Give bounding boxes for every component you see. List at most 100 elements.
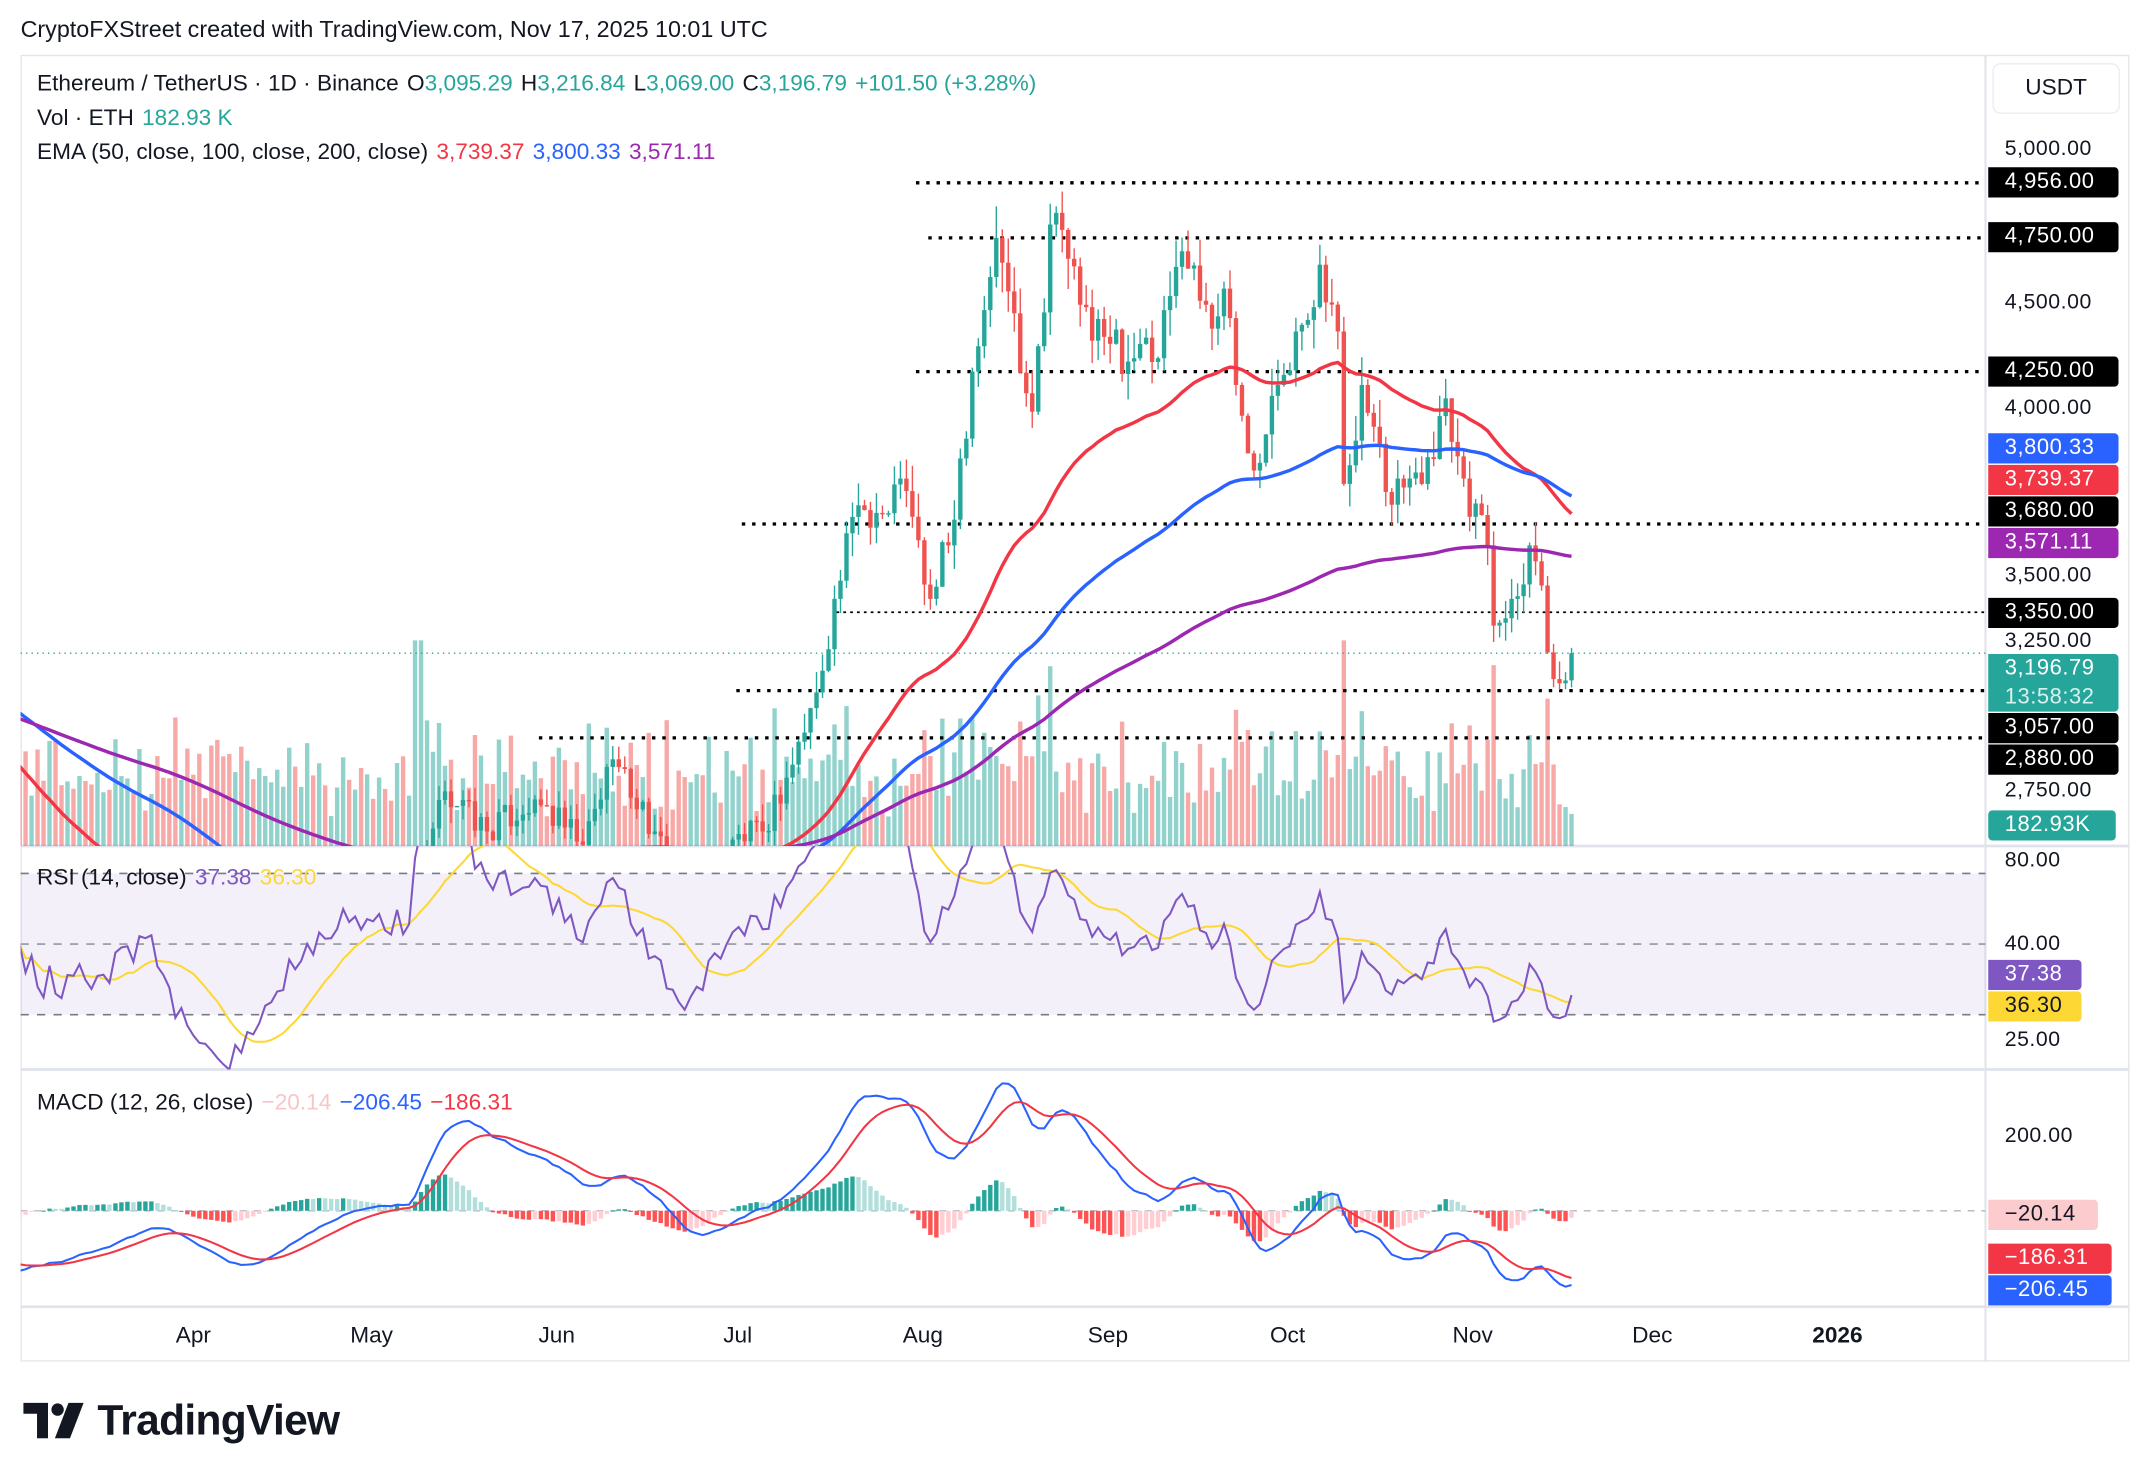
volume-bar bbox=[958, 718, 963, 847]
candle-body bbox=[850, 516, 855, 534]
candle bbox=[1383, 436, 1388, 507]
macd-signal-line bbox=[20, 1100, 1572, 1279]
candle bbox=[1227, 270, 1233, 328]
symbol-legend[interactable]: Ethereum / TetherUS · 1D · Binance O3,095… bbox=[37, 71, 1044, 97]
candle bbox=[1203, 282, 1209, 313]
macd-histogram-bar bbox=[1251, 1210, 1257, 1241]
rsi-legend[interactable]: RSI (14, close) 37.38 36.30 bbox=[37, 865, 325, 891]
volume-bar bbox=[281, 786, 286, 847]
macd-histogram-bar bbox=[748, 1203, 753, 1211]
candle-body bbox=[1251, 453, 1257, 471]
currency-button[interactable]: USDT bbox=[1992, 63, 2120, 114]
candle-body bbox=[1000, 237, 1005, 263]
symbol-name: Ethereum / TetherUS · 1D · Binance bbox=[37, 71, 399, 96]
candle bbox=[892, 466, 897, 525]
candle bbox=[1467, 461, 1472, 532]
volume-bar bbox=[293, 766, 298, 847]
candle-body bbox=[1095, 318, 1101, 341]
volume-bar bbox=[65, 781, 70, 847]
candle-body bbox=[436, 800, 442, 829]
candle bbox=[826, 635, 831, 673]
time-tick: Aug bbox=[902, 1323, 943, 1348]
volume-bar bbox=[131, 791, 136, 847]
macd-histogram-bar bbox=[778, 1200, 783, 1211]
macd-histogram-bar bbox=[167, 1206, 172, 1211]
macd-histogram-bar bbox=[622, 1209, 627, 1211]
volume-bar bbox=[95, 772, 100, 847]
macd-legend[interactable]: MACD (12, 26, close) −20.14 −206.45 −186.31 bbox=[37, 1090, 521, 1116]
candle bbox=[886, 510, 891, 518]
rsi-tick: 25.00 bbox=[2004, 1028, 2061, 1052]
macd-histogram-bar bbox=[1293, 1205, 1299, 1211]
volume-legend[interactable]: Vol · ETH 182.93 K bbox=[37, 106, 241, 132]
candle-body bbox=[736, 834, 741, 840]
candle-body bbox=[760, 821, 765, 832]
candle bbox=[772, 780, 777, 846]
rsi-pane bbox=[20, 846, 1986, 1070]
candle bbox=[1275, 359, 1281, 411]
candle bbox=[652, 814, 657, 835]
macd-histogram-bar bbox=[628, 1210, 633, 1212]
macd-histogram-bar bbox=[436, 1175, 442, 1211]
open-label: O bbox=[407, 71, 425, 96]
candle bbox=[1119, 328, 1125, 382]
volume-bar bbox=[1551, 764, 1556, 847]
ema100-line bbox=[20, 443, 1573, 847]
candle bbox=[1461, 448, 1466, 487]
candle-body bbox=[353, 1027, 357, 1031]
candle bbox=[508, 794, 514, 835]
volume-bar bbox=[1365, 766, 1370, 847]
ema-legend[interactable]: EMA (50, close, 100, close, 200, close) 3… bbox=[37, 140, 724, 166]
volume-bar bbox=[1527, 735, 1532, 847]
candle bbox=[664, 823, 669, 847]
macd-histogram-bar bbox=[35, 1210, 40, 1212]
candle-body bbox=[1371, 412, 1376, 427]
macd-histogram-bar bbox=[1161, 1210, 1167, 1222]
volume-bar bbox=[1533, 764, 1538, 847]
bar-countdown: 13:58:32 bbox=[2004, 685, 2095, 709]
volume-bar bbox=[574, 762, 580, 847]
macd-histogram-bar bbox=[1431, 1210, 1436, 1212]
volume-bar bbox=[35, 749, 40, 847]
candle-body bbox=[407, 1024, 411, 1030]
volume-bar bbox=[47, 741, 52, 847]
candle-body bbox=[718, 859, 722, 865]
volume-bar bbox=[856, 764, 861, 847]
candle bbox=[880, 505, 885, 519]
volume-bar bbox=[89, 784, 94, 847]
macd-histogram-bar bbox=[742, 1205, 747, 1211]
candle-body bbox=[1317, 264, 1323, 308]
macd-histogram-bar bbox=[209, 1210, 214, 1220]
volume-bar bbox=[1215, 791, 1221, 847]
candle bbox=[1101, 306, 1107, 356]
candle-body bbox=[784, 777, 789, 804]
candle-body bbox=[1287, 370, 1293, 375]
candle-body bbox=[778, 794, 783, 804]
candle-body bbox=[730, 839, 735, 847]
snapshot-title: CryptoFXStreet created with TradingView.… bbox=[20, 16, 768, 43]
macd-histogram-bar bbox=[131, 1202, 136, 1211]
macd-histogram-bar bbox=[1365, 1210, 1370, 1222]
volume-bar bbox=[1113, 788, 1119, 847]
volume-bar bbox=[388, 800, 394, 847]
candle bbox=[940, 540, 945, 588]
volume-series bbox=[20, 640, 1574, 847]
macd-histogram-bar bbox=[1054, 1208, 1059, 1211]
tradingview-logo[interactable]: TradingView bbox=[23, 1396, 340, 1445]
volume-bar bbox=[1101, 766, 1107, 847]
volume-bar bbox=[838, 759, 843, 847]
macd-histogram-bar bbox=[550, 1210, 556, 1222]
volume-bar bbox=[304, 743, 310, 847]
candle bbox=[1197, 239, 1203, 309]
volume-bar bbox=[358, 767, 364, 847]
candle bbox=[1107, 315, 1113, 364]
candle-body bbox=[1197, 265, 1203, 301]
candle bbox=[1443, 378, 1448, 426]
rsi-label: RSI (14, close) bbox=[37, 865, 187, 890]
volume-bar bbox=[346, 779, 352, 847]
close-label: C bbox=[742, 71, 759, 96]
candle-body bbox=[1281, 374, 1287, 385]
candle-body bbox=[1431, 457, 1436, 459]
volume-bar bbox=[322, 785, 328, 847]
